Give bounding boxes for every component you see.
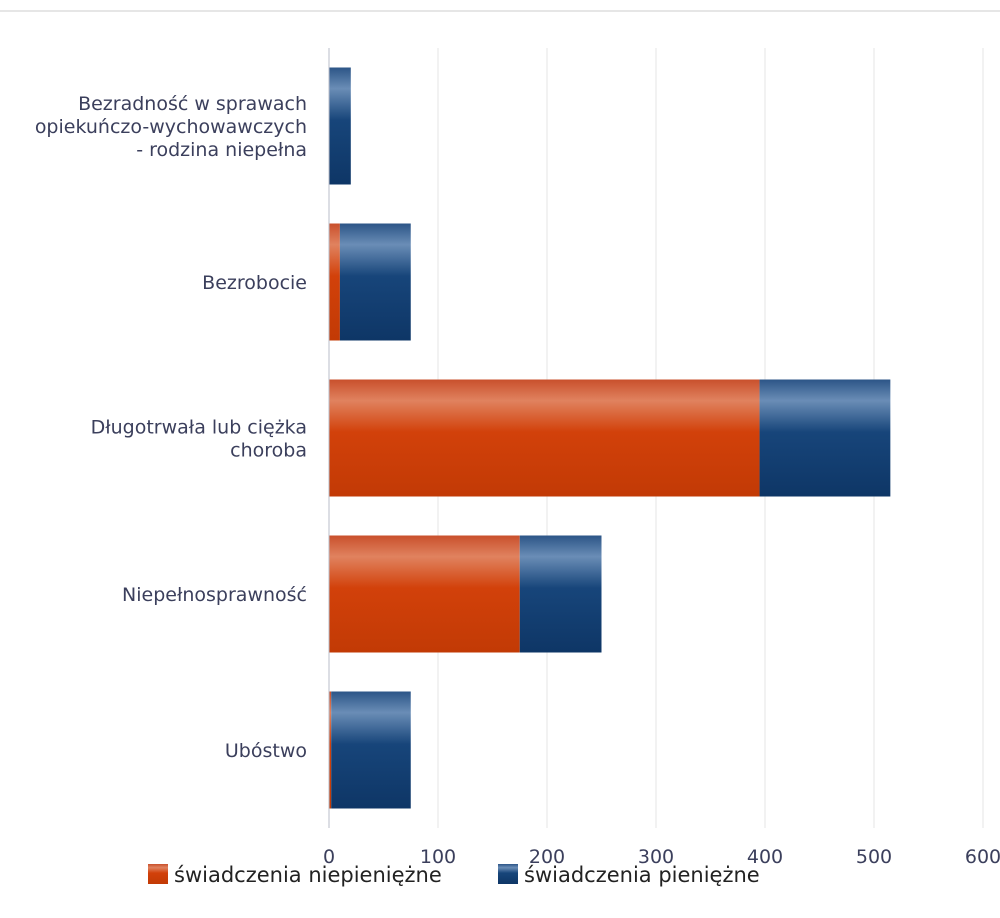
legend-item-niepieniezne[interactable]: świadczenia niepieniężne xyxy=(148,863,442,887)
category-label: Bezrobocie xyxy=(202,272,307,294)
legend-swatch xyxy=(498,864,518,884)
x-tick-label: 200 xyxy=(529,846,565,868)
x-tick-label: 300 xyxy=(638,846,674,868)
bar-pieniezne[interactable] xyxy=(519,535,602,653)
legend: świadczenia niepieniężne świadczenia pien… xyxy=(148,863,760,887)
x-tick-label: 600 xyxy=(965,846,1000,868)
bar-niepieniezne[interactable] xyxy=(329,535,520,653)
bar-niepieniezne[interactable] xyxy=(329,691,332,809)
category-label: Niepełnosprawność xyxy=(122,584,307,606)
bar-niepieniezne[interactable] xyxy=(329,379,760,497)
bar-pieniezne[interactable] xyxy=(759,379,891,497)
x-tick-label: 400 xyxy=(747,846,783,868)
legend-swatch xyxy=(148,864,168,884)
bar-niepieniezne[interactable] xyxy=(329,223,340,341)
legend-label: świadczenia pieniężne xyxy=(524,863,760,887)
x-tick-label: 0 xyxy=(323,846,335,868)
bar-pieniezne[interactable] xyxy=(339,223,411,341)
axes: 0 100 200 300 400 500 600 Bezradność w sprawach… xyxy=(35,48,1000,868)
category-label: Bezradność w sprawach opiekuńczo-wychowaw… xyxy=(35,93,307,161)
category-label: Długotrwała lub ciężka choroba xyxy=(91,417,307,462)
category-label: Ubóstwo xyxy=(225,740,307,762)
x-tick-label: 100 xyxy=(420,846,456,868)
bar-pieniezne[interactable] xyxy=(329,67,351,185)
bar-pieniezne[interactable] xyxy=(331,691,411,809)
legend-label: świadczenia niepieniężne xyxy=(174,863,442,887)
bars xyxy=(329,67,891,809)
legend-item-pieniezne[interactable]: świadczenia pieniężne xyxy=(498,863,760,887)
x-tick-label: 500 xyxy=(856,846,892,868)
